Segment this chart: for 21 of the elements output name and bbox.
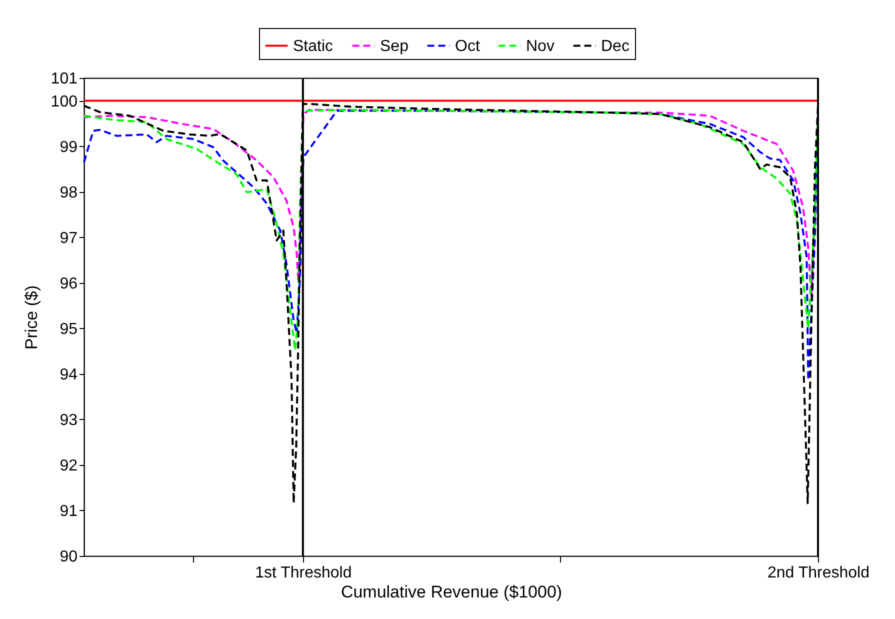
x-tick-label: 1st Threshold <box>255 564 352 582</box>
y-tick-label: 95 <box>60 320 78 338</box>
y-tick-label: 91 <box>60 502 78 520</box>
y-tick-label: 100 <box>50 93 78 110</box>
legend-label: Static <box>293 38 334 55</box>
legend-label: Oct <box>455 38 480 55</box>
y-tick-label: 94 <box>60 366 78 384</box>
y-tick-label: 98 <box>60 184 78 202</box>
y-tick-label: 96 <box>60 275 78 292</box>
legend-label: Nov <box>526 38 554 55</box>
legend-label: Dec <box>601 38 630 55</box>
y-tick-label: 93 <box>60 412 78 429</box>
y-tick-label: 90 <box>60 548 78 566</box>
y-tick-label: 97 <box>60 230 78 247</box>
legend-label: Sep <box>380 38 409 55</box>
y-tick-label: 99 <box>60 138 78 156</box>
y-axis-title: Price ($) <box>22 285 41 350</box>
y-tick-label: 92 <box>60 457 78 474</box>
x-axis-title: Cumulative Revenue ($1000) <box>340 582 562 602</box>
x-tick-label: 2nd Threshold <box>768 564 870 582</box>
y-tick-label: 101 <box>50 70 78 88</box>
